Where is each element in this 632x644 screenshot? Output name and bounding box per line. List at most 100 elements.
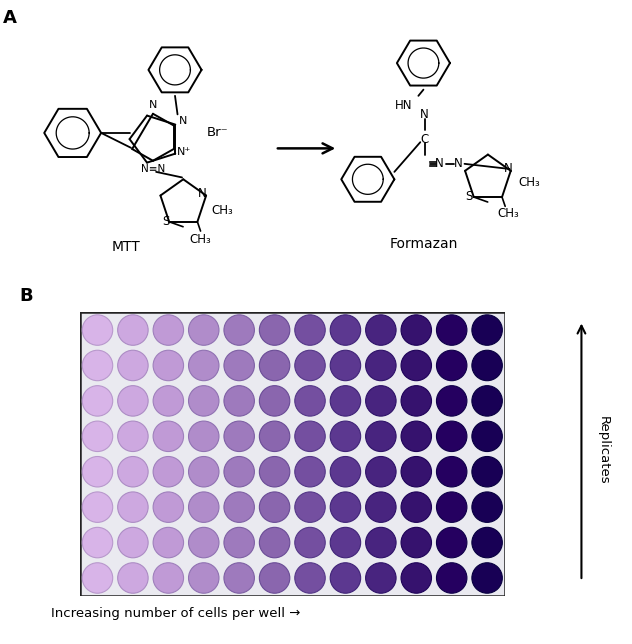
Circle shape (118, 315, 148, 345)
Circle shape (82, 315, 112, 345)
Circle shape (437, 527, 467, 558)
Circle shape (259, 350, 290, 381)
Text: Increasing number of cells per well →: Increasing number of cells per well → (51, 607, 300, 620)
Text: A: A (3, 9, 17, 27)
Circle shape (224, 457, 255, 487)
Circle shape (82, 492, 112, 522)
Text: CH₃: CH₃ (497, 207, 519, 220)
Circle shape (188, 563, 219, 593)
Circle shape (295, 527, 325, 558)
Circle shape (437, 386, 467, 416)
Text: N: N (198, 187, 207, 200)
Circle shape (259, 315, 290, 345)
Circle shape (401, 527, 432, 558)
Text: N⁺: N⁺ (177, 147, 191, 157)
Text: C: C (420, 133, 429, 146)
Circle shape (259, 563, 290, 593)
Circle shape (366, 527, 396, 558)
Text: N: N (454, 157, 463, 170)
Circle shape (366, 492, 396, 522)
Circle shape (224, 386, 255, 416)
Circle shape (259, 527, 290, 558)
Text: HN: HN (394, 99, 412, 111)
Circle shape (330, 386, 361, 416)
Text: CH₃: CH₃ (190, 233, 211, 247)
Circle shape (366, 563, 396, 593)
Circle shape (188, 386, 219, 416)
Circle shape (118, 457, 148, 487)
Circle shape (224, 527, 255, 558)
Circle shape (472, 527, 502, 558)
Circle shape (82, 563, 112, 593)
Circle shape (366, 315, 396, 345)
Text: Formazan: Formazan (389, 237, 458, 251)
Circle shape (366, 350, 396, 381)
Circle shape (437, 457, 467, 487)
Circle shape (472, 563, 502, 593)
Text: CH₃: CH₃ (518, 176, 540, 189)
Circle shape (118, 386, 148, 416)
Circle shape (82, 350, 112, 381)
Circle shape (437, 350, 467, 381)
Text: MTT: MTT (112, 240, 141, 254)
Circle shape (401, 350, 432, 381)
Circle shape (188, 315, 219, 345)
Circle shape (259, 386, 290, 416)
Circle shape (118, 492, 148, 522)
Circle shape (401, 421, 432, 451)
Circle shape (472, 421, 502, 451)
Circle shape (472, 386, 502, 416)
Circle shape (437, 563, 467, 593)
Circle shape (118, 350, 148, 381)
Circle shape (437, 421, 467, 451)
Circle shape (118, 563, 148, 593)
Circle shape (330, 421, 361, 451)
Text: Br⁻: Br⁻ (207, 126, 229, 139)
Circle shape (437, 492, 467, 522)
Text: N≡N: N≡N (141, 164, 165, 175)
Text: Replicates: Replicates (597, 417, 610, 485)
Circle shape (401, 563, 432, 593)
Text: N: N (420, 108, 429, 121)
Text: N: N (149, 100, 157, 110)
Circle shape (366, 421, 396, 451)
Circle shape (259, 492, 290, 522)
Circle shape (472, 492, 502, 522)
Circle shape (330, 350, 361, 381)
Circle shape (330, 315, 361, 345)
Circle shape (295, 563, 325, 593)
Circle shape (224, 492, 255, 522)
Circle shape (224, 421, 255, 451)
Text: S: S (162, 215, 169, 228)
Circle shape (153, 492, 183, 522)
Circle shape (295, 315, 325, 345)
Circle shape (224, 563, 255, 593)
Circle shape (295, 386, 325, 416)
Circle shape (401, 315, 432, 345)
Circle shape (82, 421, 112, 451)
Circle shape (401, 386, 432, 416)
Circle shape (153, 386, 183, 416)
Circle shape (224, 315, 255, 345)
Circle shape (330, 457, 361, 487)
Circle shape (330, 492, 361, 522)
Text: CH₃: CH₃ (212, 204, 233, 216)
Text: N: N (435, 157, 444, 170)
Circle shape (295, 457, 325, 487)
Circle shape (153, 315, 183, 345)
Circle shape (188, 421, 219, 451)
Circle shape (259, 421, 290, 451)
Circle shape (153, 527, 183, 558)
Circle shape (366, 386, 396, 416)
Circle shape (118, 421, 148, 451)
Circle shape (153, 563, 183, 593)
FancyBboxPatch shape (80, 312, 505, 596)
Circle shape (401, 457, 432, 487)
Circle shape (188, 527, 219, 558)
Circle shape (295, 421, 325, 451)
Circle shape (153, 350, 183, 381)
Circle shape (188, 350, 219, 381)
Circle shape (153, 421, 183, 451)
Circle shape (472, 315, 502, 345)
Circle shape (153, 457, 183, 487)
